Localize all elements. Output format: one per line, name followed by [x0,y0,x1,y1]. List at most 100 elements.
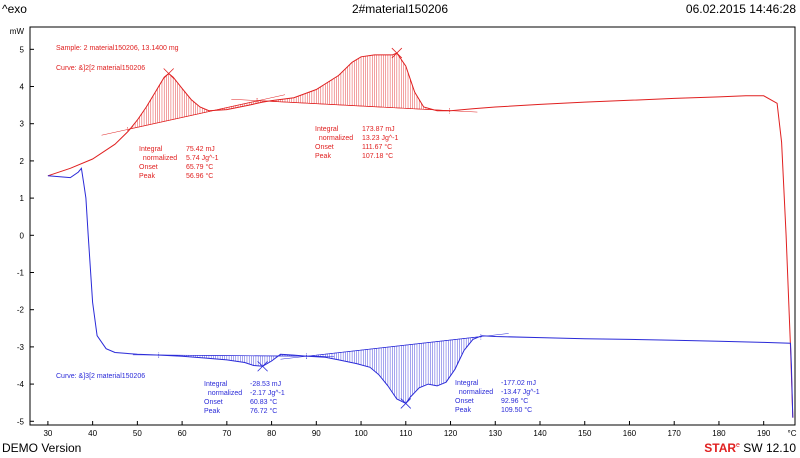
x-tick-label: 40 [88,429,97,438]
demo-version-label: DEMO Version [2,441,82,455]
peak1-onset-label: Onset [139,164,158,171]
peak3-normalized-value: -2.17 Jg^-1 [250,390,285,397]
integration-limit-marker: ⁞ [158,353,160,360]
peak3-integral-value: -28.53 mJ [250,381,281,388]
peak4-normalized-value: -13.47 Jg^-1 [501,389,540,396]
peak2-integral-value: 173.87 mJ [362,126,395,133]
y-axis-unit: mW [10,27,25,36]
peak-marker [400,398,412,409]
peak2-onset-label: Onset [315,144,334,151]
integration-limit-marker: ⁞ [126,127,128,134]
integration-limit-marker: ⁞ [256,99,258,106]
y-tick-label: -1 [17,268,25,277]
star-brand: STAR [704,441,737,455]
integration-limit-marker: ⁞ [305,354,307,361]
y-tick-label: 3 [20,120,25,129]
integration-limit-marker: ⁞ [480,334,482,341]
peak4-onset-value: 92.96 °C [501,397,528,405]
y-tick-label: 1 [20,194,25,203]
plot-frame [29,26,796,426]
axes: 30 40 50 60 70 80 90 100 110 120 130 140 150 160 170 18… [10,26,797,438]
x-tick-label: 90 [312,429,321,438]
series-lines [47,52,794,418]
peak4-peak-value: 109.50 °C [501,406,532,414]
peak1-peak-value: 56.96 °C [186,172,213,180]
peak2-normalized-value: 13.23 Jg^-1 [362,135,398,142]
cooling-curve-label: Curve: &]3[2 material150206 [56,373,145,380]
x-tick-label: 50 [133,429,142,438]
peak1-integral-value: 75.42 mJ [186,146,215,153]
peak-annotation-3: Integral -28.53 mJ normalized -2.17 Jg^-… [204,381,285,415]
x-tick-label: 60 [178,429,187,438]
peak-marker [257,360,268,372]
sample-label: Sample: 2 material150206, 13.1400 mg [56,45,179,52]
y-axis-header: ^exo [2,2,27,16]
timestamp: 06.02.2015 14:46:28 [685,2,796,16]
y-tick-label: 4 [20,83,25,92]
y-tick-label: 2 [20,157,25,166]
x-tick-label: 190 [757,429,771,438]
peak2-integral-label: Integral [315,126,339,133]
peak1-normalized-value: 5.74 Jg^-1 [186,155,219,162]
peak-marker [163,68,174,79]
chart-title: 2#material150206 [351,2,449,16]
peak2-onset-value: 111.67 °C [362,143,392,151]
y-tick-label: 5 [20,45,25,54]
software-version-text: SW 12.10 [743,441,796,455]
software-version: STARe SW 12.10 [704,441,796,455]
x-tick-label: 170 [668,429,682,438]
x-tick-label: 180 [712,429,726,438]
y-tick-label: -5 [17,417,25,426]
x-tick-label: 150 [578,429,592,438]
peak1-onset-value: 65.79 °C [186,163,213,171]
peak4-peak-label: Peak [455,407,471,414]
peak2-peak-value: 107.18 °C [362,152,393,160]
peak-annotation-4: Integral -177.02 mJ normalized -13.47 Jg… [455,380,540,414]
peak-fills [128,53,483,404]
x-tick-label: 70 [222,429,231,438]
y-tick-label: -3 [17,343,25,352]
marker-layer [163,47,412,409]
peak-baseline-extension [231,98,478,113]
heating-curve [47,52,794,418]
peak-marker [391,47,403,59]
peak-annotation-1: Integral 75.42 mJ normalized 5.74 Jg^-1 … [139,146,219,180]
integration-limit-marker: ⁞ [449,109,451,116]
x-tick-label: 130 [489,429,503,438]
peak2-peak-label: Peak [315,153,331,160]
integration-limit-marker: ⁞ [305,354,307,361]
x-tick-label: 140 [533,429,547,438]
peak1-peak-label: Peak [139,173,155,180]
y-tick-label: 0 [20,231,25,240]
peak4-onset-label: Onset [455,398,474,405]
peak-baseline-extension [280,333,509,360]
peak3-peak-value: 76.72 °C [250,407,277,415]
peak-baseline-extension [101,94,286,136]
integration-limit-marker: ⁞ [256,99,258,106]
peak-baselines: ⁞⁞⁞⁞⁞ ⁞⁞⁞ [101,94,509,361]
x-tick-label: 110 [399,429,412,438]
x-tick-label: 30 [43,429,52,438]
y-tick-label: -4 [17,380,25,389]
cooling-curve [47,167,794,418]
peak3-peak-label: Peak [204,408,220,415]
y-tick-label: -2 [17,306,25,315]
x-tick-label: 160 [623,429,637,438]
peak3-integral-label: Integral [204,381,228,388]
peak4-normalized-label: normalized [455,389,493,396]
peak3-onset-label: Onset [204,399,223,406]
heating-curve-label: Curve: &]2[2 material150206 [56,65,145,72]
peak1-integral-label: Integral [139,146,163,153]
peak2-normalized-label: normalized [315,135,353,142]
peak-annotation-2: Integral 173.87 mJ normalized 13.23 Jg^-… [315,126,398,160]
x-tick-label: 120 [444,429,458,438]
peak4-integral-value: -177.02 mJ [501,380,536,387]
peak4-integral-label: Integral [455,380,479,387]
peak3-onset-value: 60.83 °C [250,398,277,406]
peak3-normalized-label: normalized [204,390,242,397]
x-axis-unit: °C [788,429,797,438]
x-tick-label: 100 [354,429,368,438]
peak1-normalized-label: normalized [139,155,177,162]
x-tick-label: 80 [267,429,276,438]
